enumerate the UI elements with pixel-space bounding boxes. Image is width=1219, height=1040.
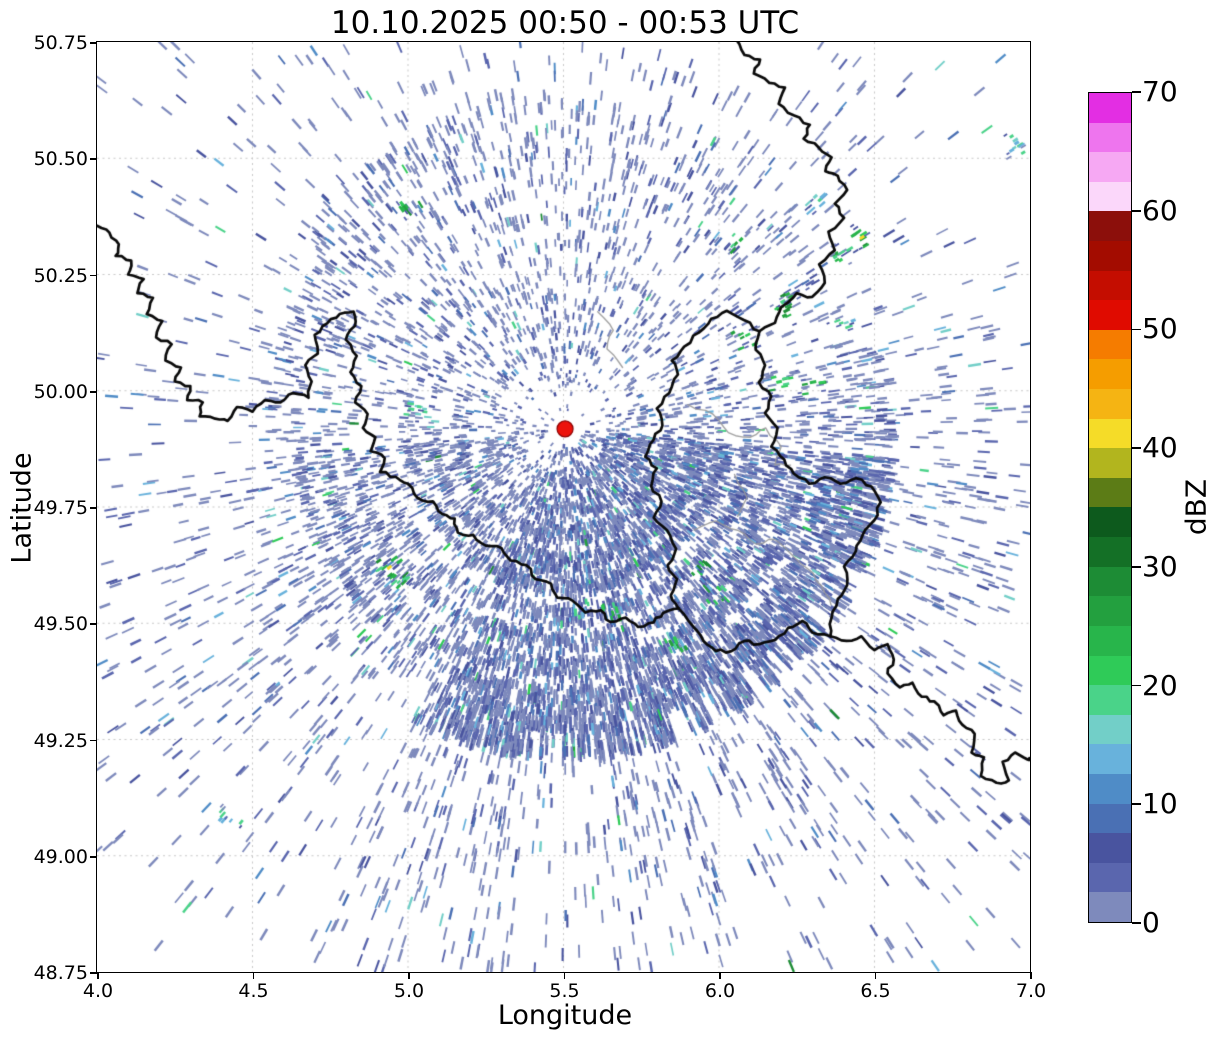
colorbar-segment <box>1089 92 1131 123</box>
colorbar-segment <box>1089 685 1131 715</box>
x-axis-label: Longitude <box>497 1000 633 1031</box>
y-tick-label: 49.25 <box>33 729 88 752</box>
y-tick-mark <box>90 623 97 626</box>
x-tick-mark <box>97 972 99 979</box>
colorbar-segment <box>1089 596 1131 626</box>
y-tick-label: 49.50 <box>33 613 88 636</box>
colorbar-tick-label: 40 <box>1142 431 1178 465</box>
y-tick-mark <box>90 972 97 974</box>
colorbar-tick-mark <box>1132 566 1141 568</box>
colorbar-segment <box>1089 773 1131 804</box>
colorbar-segment <box>1089 655 1131 686</box>
x-tick-mark <box>719 972 721 979</box>
x-tick-label: 4.5 <box>238 980 269 1002</box>
colorbar-tick-mark <box>1132 328 1141 331</box>
colorbar-segment <box>1089 507 1131 538</box>
colorbar-tick-label: 30 <box>1142 549 1178 583</box>
x-tick-label: 5.5 <box>549 980 580 1002</box>
colorbar-tick-label: 60 <box>1142 193 1178 227</box>
x-tick-label: 6.5 <box>860 980 891 1002</box>
colorbar-tick-label: 20 <box>1142 668 1178 702</box>
x-tick-label: 6.0 <box>704 980 736 1002</box>
colorbar-segment <box>1089 122 1131 153</box>
colorbar-segment <box>1089 359 1131 390</box>
colorbar-segment <box>1089 240 1131 271</box>
y-tick-label: 50.75 <box>33 32 88 54</box>
y-tick-mark <box>90 274 97 277</box>
colorbar-segment <box>1089 803 1131 834</box>
y-tick-mark <box>90 390 97 393</box>
dbz-colorbar <box>1088 92 1132 923</box>
colorbar-segment <box>1089 211 1131 241</box>
colorbar-segment <box>1089 862 1131 893</box>
chart-title: 10.10.2025 00:50 - 00:53 UTC <box>330 5 800 41</box>
colorbar-segment <box>1089 537 1131 567</box>
colorbar-tick-mark <box>1132 803 1141 806</box>
colorbar-segment <box>1089 833 1131 863</box>
y-tick-label: 49.00 <box>33 845 88 868</box>
radar-reflectivity-canvas <box>97 42 1030 972</box>
x-tick-mark <box>1030 972 1032 979</box>
y-tick-mark <box>90 42 97 44</box>
colorbar-tick-label: 50 <box>1142 312 1178 346</box>
colorbar-segment <box>1089 181 1131 212</box>
y-tick-mark <box>90 158 97 161</box>
colorbar-tick-mark <box>1132 447 1141 449</box>
colorbar-segment <box>1089 625 1131 656</box>
y-tick-label: 49.75 <box>33 497 88 519</box>
y-tick-mark <box>90 507 97 509</box>
colorbar-segment <box>1089 300 1131 330</box>
colorbar-tick-label: 0 <box>1142 906 1160 939</box>
colorbar-segment <box>1089 152 1131 182</box>
x-tick-mark <box>252 972 255 979</box>
colorbar-segment <box>1089 448 1131 478</box>
x-tick-label: 7.0 <box>1015 980 1047 1002</box>
colorbar-tick-mark <box>1132 91 1141 93</box>
colorbar-segment <box>1089 714 1131 745</box>
colorbar-segment <box>1089 744 1131 774</box>
x-tick-mark <box>563 972 566 979</box>
x-tick-mark <box>874 972 877 979</box>
colorbar-segment <box>1089 477 1131 508</box>
colorbar-segment <box>1089 329 1131 360</box>
y-tick-label: 48.75 <box>33 962 88 984</box>
colorbar-tick-mark <box>1132 209 1141 212</box>
x-tick-mark <box>408 972 410 979</box>
colorbar-segment <box>1089 892 1131 922</box>
y-axis-label: Latitude <box>6 452 38 564</box>
colorbar-tick-label: 10 <box>1142 787 1178 821</box>
colorbar-tick-mark <box>1132 922 1141 924</box>
colorbar-segment <box>1089 566 1131 597</box>
y-tick-label: 50.50 <box>33 148 88 171</box>
colorbar-tick-label: 70 <box>1142 75 1178 108</box>
colorbar-segment <box>1089 389 1131 419</box>
colorbar-tick-mark <box>1132 684 1141 687</box>
x-tick-label: 5.0 <box>393 980 425 1002</box>
colorbar-segment <box>1089 270 1131 301</box>
y-tick-label: 50.25 <box>33 264 88 287</box>
x-tick-label: 4.0 <box>82 980 114 1002</box>
y-tick-label: 50.00 <box>33 380 88 403</box>
y-tick-mark <box>90 739 97 742</box>
colorbar-unit-label: dBZ <box>1179 478 1213 536</box>
y-tick-mark <box>90 855 97 858</box>
colorbar-segment <box>1089 418 1131 449</box>
map-plot-area: Product: Maximum Reflectivity Data: RMIB <box>96 41 1031 973</box>
